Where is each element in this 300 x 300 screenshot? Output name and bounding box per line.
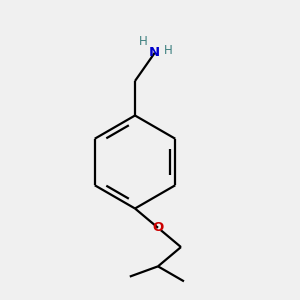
Text: H: H xyxy=(138,35,147,48)
Text: N: N xyxy=(149,46,160,59)
Text: H: H xyxy=(164,44,173,57)
Text: O: O xyxy=(152,221,164,234)
